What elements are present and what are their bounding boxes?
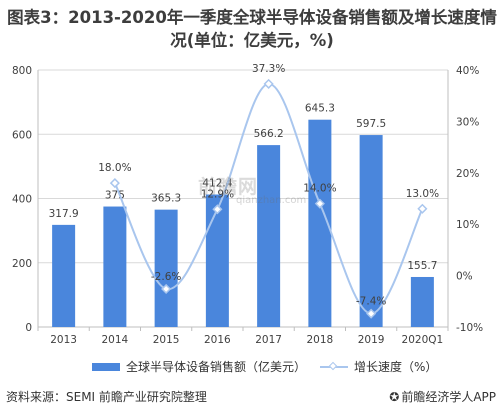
bar <box>308 119 332 327</box>
y-axis-right-tick-label: -10% <box>456 322 483 334</box>
growth-data-label: 12.9% <box>201 188 234 200</box>
y-axis-right-tick-label: 20% <box>456 168 479 180</box>
legend-item-sales: 全球半导体设备销售额（亿美元） <box>92 358 306 375</box>
x-axis-tick-label: 2019 <box>358 334 385 346</box>
bar <box>52 224 76 327</box>
legend-item-growth: 增长速度（%） <box>320 358 437 375</box>
legend-label-sales: 全球半导体设备销售额（亿美元） <box>126 360 307 374</box>
growth-point <box>161 283 172 295</box>
chart-legend: 全球半导体设备销售额（亿美元） 增长速度（%） <box>0 358 504 376</box>
legend-diamond-marker <box>328 361 338 370</box>
bar <box>154 209 178 327</box>
growth-point <box>314 198 325 209</box>
chart-title-line-2: 况(单位：亿美元，%) <box>170 31 334 50</box>
x-axis-tick-label: 2014 <box>102 334 129 346</box>
chart-title-line-1: 图表3：2013-2020年一季度全球半导体设备销售额及增长速度情 <box>7 8 497 27</box>
y-axis-left-tick-label: 400 <box>12 194 32 206</box>
bar <box>205 194 229 327</box>
chart-title: 图表3：2013-2020年一季度全球半导体设备销售额及增长速度情 况(单位：亿… <box>0 6 504 52</box>
bar <box>103 206 127 327</box>
growth-data-label: 14.0% <box>303 183 336 195</box>
growth-data-label: 13.0% <box>406 188 439 200</box>
y-axis-right-tick-label: 10% <box>456 219 479 231</box>
x-axis-tick-label: 2018 <box>307 334 334 346</box>
bar <box>410 276 434 327</box>
y-axis-left-tick-label: 800 <box>12 65 32 77</box>
growth-point <box>366 308 377 319</box>
growth-data-label: -2.6% <box>151 271 181 283</box>
y-axis-left-tick-label: 600 <box>12 129 32 141</box>
brand-footer: ✪ 前瞻经济学人APP <box>389 388 496 405</box>
bar-data-label: 365.3 <box>151 193 181 205</box>
bar-data-label: 412.4 <box>202 178 232 190</box>
y-axis-right-tick-label: 40% <box>456 65 479 77</box>
bar <box>359 135 383 327</box>
bar-data-label: 155.7 <box>407 260 437 272</box>
x-axis-tick-label: 2015 <box>153 334 180 346</box>
qianzhan-logo-icon: ✪ <box>389 390 400 404</box>
watermark-logo: 前瞻网 <box>198 176 259 198</box>
growth-point <box>417 203 428 214</box>
bar-data-label: 317.9 <box>49 208 79 220</box>
legend-bar-swatch <box>92 362 120 371</box>
growth-point <box>263 78 274 89</box>
growth-point <box>212 204 223 215</box>
x-axis-tick-label: 2016 <box>204 334 231 346</box>
y-axis-right-tick-label: 0% <box>456 271 473 283</box>
growth-data-label: 37.3% <box>252 63 285 75</box>
growth-data-label: -7.4% <box>356 296 386 308</box>
growth-data-label: 18.0% <box>98 162 131 174</box>
x-axis-tick-label: 2020Q1 <box>402 334 444 346</box>
y-axis-right-tick-label: 30% <box>456 116 479 128</box>
watermark-url: qianzhan.com <box>236 195 307 206</box>
bar-data-label: 645.3 <box>305 103 335 115</box>
legend-line-swatch <box>320 361 348 372</box>
growth-point <box>109 178 120 189</box>
legend-label-growth: 增长速度（%） <box>354 360 438 374</box>
x-axis-tick-label: 2017 <box>255 334 282 346</box>
bar-data-label: 597.5 <box>356 118 386 130</box>
source-note: 资料来源：SEMI 前瞻产业研究院整理 <box>6 390 207 404</box>
x-axis-tick-label: 2013 <box>50 334 77 346</box>
bar-data-label: 566.2 <box>254 128 284 140</box>
bar <box>257 145 281 327</box>
y-axis-left-tick-label: 0 <box>25 322 32 334</box>
bar-data-label: 375 <box>105 190 125 202</box>
y-axis-left-tick-label: 200 <box>12 258 32 270</box>
brand-name: 前瞻经济学人APP <box>401 390 496 404</box>
